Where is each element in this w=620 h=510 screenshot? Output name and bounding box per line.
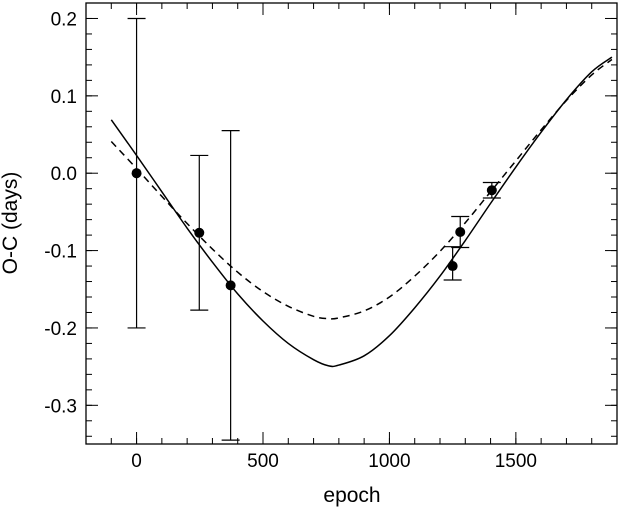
- plot-frame: [85, 2, 618, 445]
- major-ticks: [86, 3, 617, 444]
- minor-ticks: [85, 2, 618, 444]
- y-tick-label: -0.1: [44, 242, 77, 263]
- model-curves: [110, 56, 613, 368]
- y-tick-label: 0.0: [51, 164, 77, 185]
- model-curve-dashed: [110, 58, 613, 320]
- y-tick-label: -0.2: [44, 319, 77, 340]
- data-points: [127, 17, 501, 441]
- x-tick-label: 0: [131, 451, 142, 472]
- data-point: [131, 168, 142, 179]
- data-point: [194, 227, 205, 238]
- data-point: [447, 261, 458, 272]
- y-tick-label: 0.1: [51, 87, 77, 108]
- x-axis-title: epoch: [323, 484, 380, 507]
- y-axis-title: O-C (days): [0, 172, 22, 275]
- model-curve-solid: [110, 56, 613, 368]
- data-point: [486, 185, 497, 196]
- data-point: [455, 227, 466, 238]
- x-tick-label: 500: [247, 451, 279, 472]
- data-point: [225, 280, 236, 291]
- x-tick-label: 1500: [495, 451, 537, 472]
- tick-labels: 0 500 1000 1500 0.2 0.1 0.0 -0.1 -0.2 -0.3: [44, 9, 537, 472]
- x-tick-label: 1000: [368, 451, 410, 472]
- y-tick-label: 0.2: [51, 9, 77, 30]
- y-tick-label: -0.3: [44, 396, 77, 417]
